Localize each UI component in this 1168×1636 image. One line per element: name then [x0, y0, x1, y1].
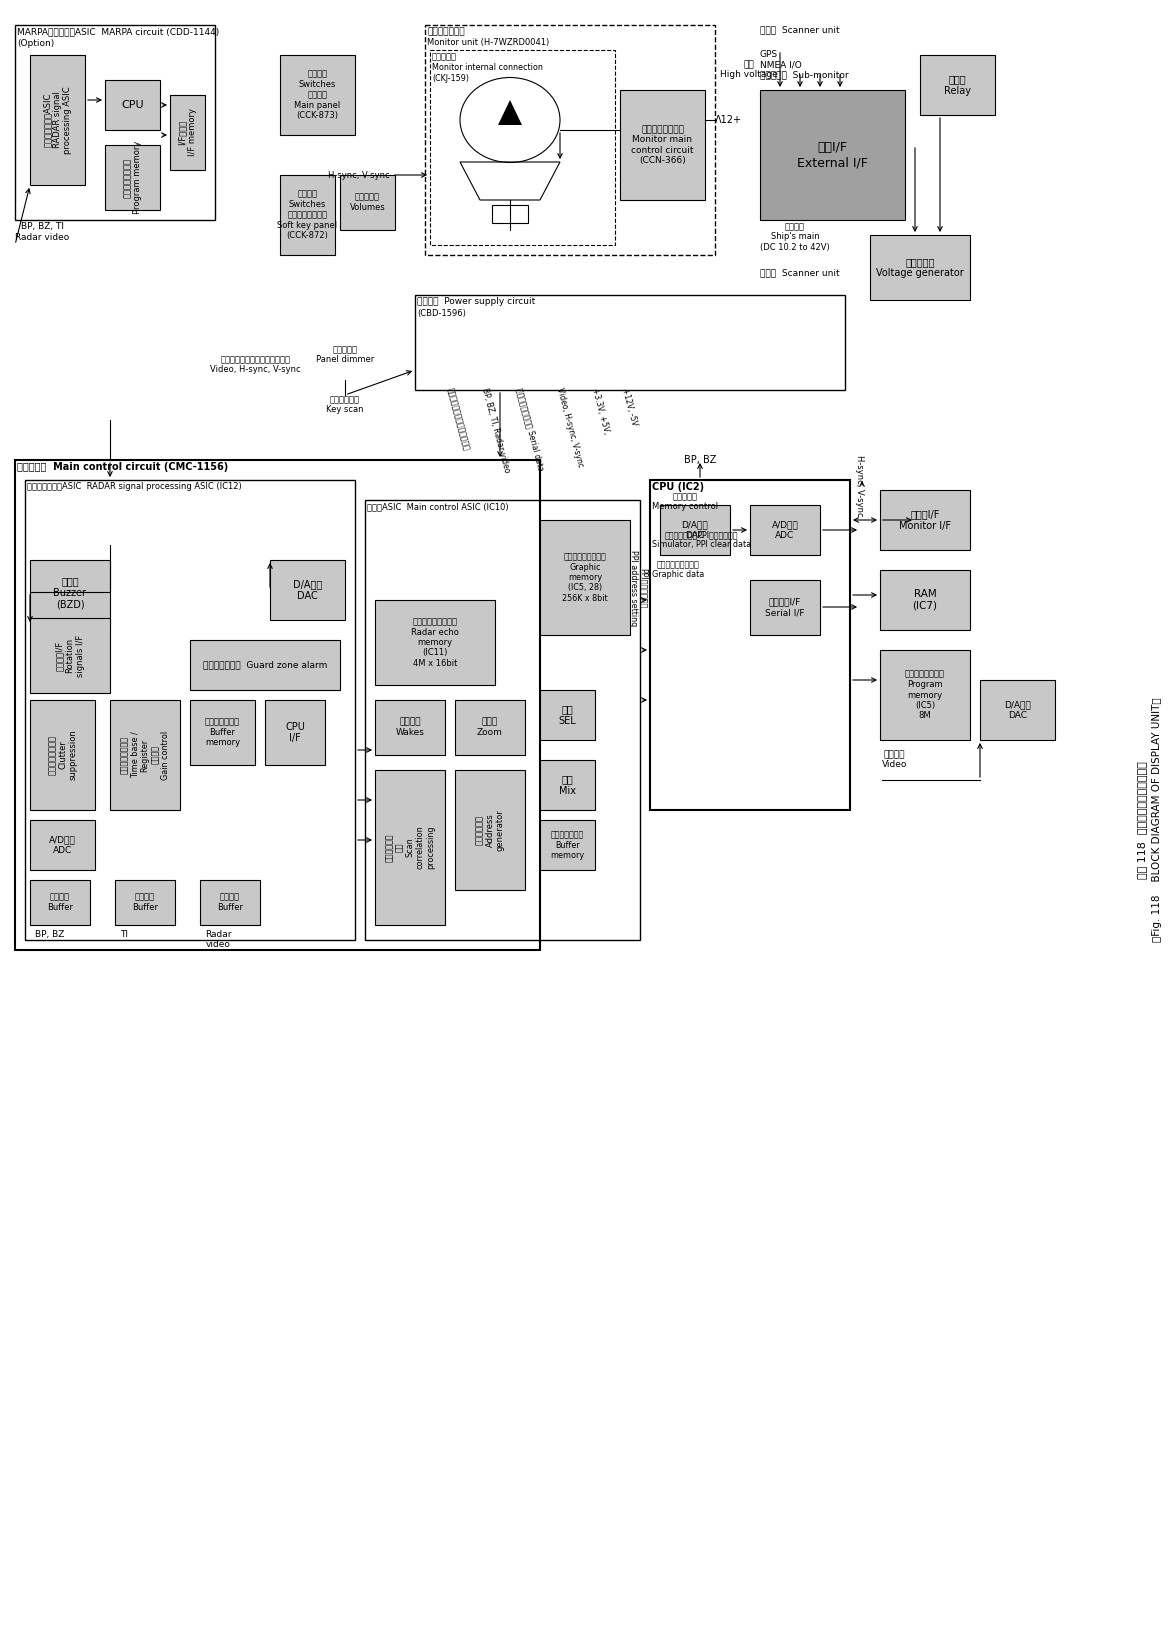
Bar	[375, 771, 445, 924]
Bar	[280, 175, 335, 255]
Text: CPU: CPU	[121, 100, 144, 110]
Text: キースキャン
Key scan: キースキャン Key scan	[326, 394, 363, 414]
Text: レーダ信号処理ASIC  RADAR signal processing ASIC (IC12): レーダ信号処理ASIC RADAR signal processing ASIC…	[27, 483, 242, 491]
Text: Video, H-sync, V-sync: Video, H-sync, V-sync	[555, 388, 585, 468]
Text: 回転信号、トリガ、レーダ映像: 回転信号、トリガ、レーダ映像	[445, 388, 471, 452]
Text: スイッチ
Switches
ソフトキーパネル
Soft key panel
(CCK-872): スイッチ Switches ソフトキーパネル Soft key panel (C…	[278, 190, 338, 240]
Text: Monitor unit (H-7WZRD0041): Monitor unit (H-7WZRD0041)	[427, 38, 549, 47]
Text: H-sync, V-sync: H-sync, V-sync	[855, 455, 864, 517]
Bar	[114, 880, 175, 924]
Text: D/A変換
DAC: D/A変換 DAC	[682, 520, 708, 540]
Bar	[880, 569, 969, 630]
Bar	[340, 175, 395, 231]
Text: 回転信号I/F
Rotation
signals I/F: 回転信号I/F Rotation signals I/F	[55, 635, 85, 677]
Text: 映像信号
Video: 映像信号 Video	[882, 749, 908, 769]
Bar	[30, 560, 110, 625]
Text: バッファメモリ
Buffer
memory: バッファメモリ Buffer memory	[550, 829, 584, 861]
Bar	[15, 25, 215, 219]
Bar	[651, 479, 850, 810]
Text: 見張りアラーム  Guard zone alarm: 見張りアラーム Guard zone alarm	[203, 661, 327, 669]
Text: モニタ機内: モニタ機内	[432, 52, 457, 61]
Text: メモリ制御
Memory control: メモリ制御 Memory control	[652, 492, 718, 512]
Text: モータ主制御回路
Monitor main
control circuit
(CCN-366): モータ主制御回路 Monitor main control circuit (C…	[631, 124, 694, 165]
Text: クラッタ信号抑圧
Clutter
suppression: クラッタ信号抑圧 Clutter suppression	[48, 730, 77, 780]
Text: アドレス発生
Address
generator: アドレス発生 Address generator	[475, 810, 505, 851]
Text: 空中線  Scanner unit: 空中線 Scanner unit	[760, 25, 840, 34]
Text: プログラムメモリ
Program
memory
(IC5)
8M: プログラムメモリ Program memory (IC5) 8M	[905, 669, 945, 720]
Text: パネル照明
Panel dimmer: パネル照明 Panel dimmer	[315, 345, 374, 365]
Bar	[364, 501, 640, 941]
Text: A/D変換
ADC: A/D変換 ADC	[772, 520, 799, 540]
Bar	[190, 640, 340, 690]
Bar	[105, 80, 160, 129]
Text: MARPAサーキットASIC  MARPA circuit (CDD-1144): MARPAサーキットASIC MARPA circuit (CDD-1144)	[18, 28, 220, 36]
Text: (CKJ-159): (CKJ-159)	[432, 74, 470, 83]
Text: NMEA I/O: NMEA I/O	[760, 61, 801, 69]
Text: モニタユニット: モニタユニット	[427, 28, 465, 36]
Text: Radar
video: Radar video	[206, 929, 231, 949]
Text: BP, BZ, TI
Radar video: BP, BZ, TI Radar video	[15, 222, 69, 242]
Text: 【Fig. 118    BLOCK DIAGRAM OF DISPLAY UNIT】: 【Fig. 118 BLOCK DIAGRAM OF DISPLAY UNIT】	[1152, 697, 1162, 942]
Text: PPIアドレス設定
PPI address setting: PPIアドレス設定 PPI address setting	[628, 550, 648, 627]
Text: BP, BZ: BP, BZ	[683, 455, 716, 465]
Text: サブモニタ  Sub-monitor: サブモニタ Sub-monitor	[760, 70, 849, 79]
Bar	[456, 771, 524, 890]
Text: BP, BZ, TI, Radar video: BP, BZ, TI, Radar video	[480, 388, 512, 474]
Bar	[25, 479, 355, 941]
Text: バッファ
Buffer: バッファ Buffer	[132, 893, 158, 913]
Text: グラフィックメモリ
Graphic
memory
(IC5, 28)
256K x 8bit: グラフィックメモリ Graphic memory (IC5, 28) 256K …	[562, 553, 607, 602]
Bar	[30, 820, 95, 870]
Text: 電源回路  Power supply circuit: 電源回路 Power supply circuit	[417, 298, 535, 306]
Text: +3.3V, +5V,: +3.3V, +5V,	[590, 388, 611, 435]
Text: (Option): (Option)	[18, 39, 54, 47]
Bar	[190, 700, 255, 766]
Bar	[540, 520, 630, 635]
Bar	[920, 56, 995, 115]
Bar	[870, 236, 969, 299]
Bar	[750, 581, 820, 635]
Text: RAM
(IC7): RAM (IC7)	[912, 589, 938, 610]
Bar	[375, 600, 495, 685]
Text: ズーム
Zoom: ズーム Zoom	[477, 718, 503, 738]
Bar	[660, 506, 730, 555]
Text: 航跡処理
Wakes: 航跡処理 Wakes	[396, 718, 424, 738]
Text: ブザー
Buzzer
(BZD): ブザー Buzzer (BZD)	[54, 576, 86, 609]
Text: 高圧
High voltage: 高圧 High voltage	[719, 61, 778, 80]
Text: 主制御回路  Main control circuit (CMC-1156): 主制御回路 Main control circuit (CMC-1156)	[18, 461, 228, 473]
Text: シミュレータ、PPIクリアデータ
Simulator, PPI clear data: シミュレータ、PPIクリアデータ Simulator, PPI clear da…	[652, 530, 751, 550]
Bar	[880, 649, 969, 739]
Text: シリアルI/F
Serial I/F: シリアルI/F Serial I/F	[765, 597, 805, 617]
Bar	[430, 51, 616, 245]
Bar	[456, 700, 524, 754]
Bar	[980, 681, 1055, 739]
Text: プログラムメモリ
Program memory: プログラムメモリ Program memory	[123, 141, 142, 214]
Text: バッファメモリ
Buffer
memory: バッファメモリ Buffer memory	[204, 718, 241, 748]
Text: 映像信号、水平同期、垂直同期
Video, H-sync, V-sync: 映像信号、水平同期、垂直同期 Video, H-sync, V-sync	[210, 355, 300, 375]
Text: BP, BZ: BP, BZ	[35, 929, 64, 939]
Text: モニタI/F
Monitor I/F: モニタI/F Monitor I/F	[899, 509, 951, 530]
Bar	[30, 880, 90, 924]
Text: 時ベースリダイム
Time base /
Register
感度制御
Gain control: 時ベースリダイム Time base / Register 感度制御 Gain …	[119, 730, 171, 780]
Text: (CBD-1596): (CBD-1596)	[417, 309, 466, 317]
Bar	[540, 820, 595, 870]
Text: 空中線  Scanner unit: 空中線 Scanner unit	[760, 268, 840, 276]
Text: CPU (IC2): CPU (IC2)	[652, 483, 704, 492]
Bar	[200, 880, 260, 924]
Text: I/Fメモリ
I/F memory: I/Fメモリ I/F memory	[178, 108, 197, 157]
Bar	[265, 700, 325, 766]
Bar	[30, 618, 110, 694]
Text: バッファ
Buffer: バッファ Buffer	[47, 893, 72, 913]
Bar	[375, 700, 445, 754]
Text: 主制御ASIC  Main control ASIC (IC10): 主制御ASIC Main control ASIC (IC10)	[367, 502, 508, 510]
Text: TI: TI	[120, 929, 128, 939]
Bar	[540, 690, 595, 739]
Bar	[30, 700, 95, 810]
Bar	[760, 90, 905, 219]
Text: レーダエコーメモリ
Radar echo
memory
(IC11)
4M x 16bit: レーダエコーメモリ Radar echo memory (IC11) 4M x …	[411, 617, 459, 667]
Bar	[171, 95, 206, 170]
Text: 【図 118  指示機回路ブロック図】: 【図 118 指示機回路ブロック図】	[1136, 761, 1147, 879]
Text: Monitor internal connection: Monitor internal connection	[432, 64, 543, 72]
Text: 合成
Mix: 合成 Mix	[559, 774, 576, 795]
Text: 船内電源
Ship's main
(DC 10.2 to 42V): 船内電源 Ship's main (DC 10.2 to 42V)	[760, 222, 829, 252]
Bar	[30, 56, 85, 185]
